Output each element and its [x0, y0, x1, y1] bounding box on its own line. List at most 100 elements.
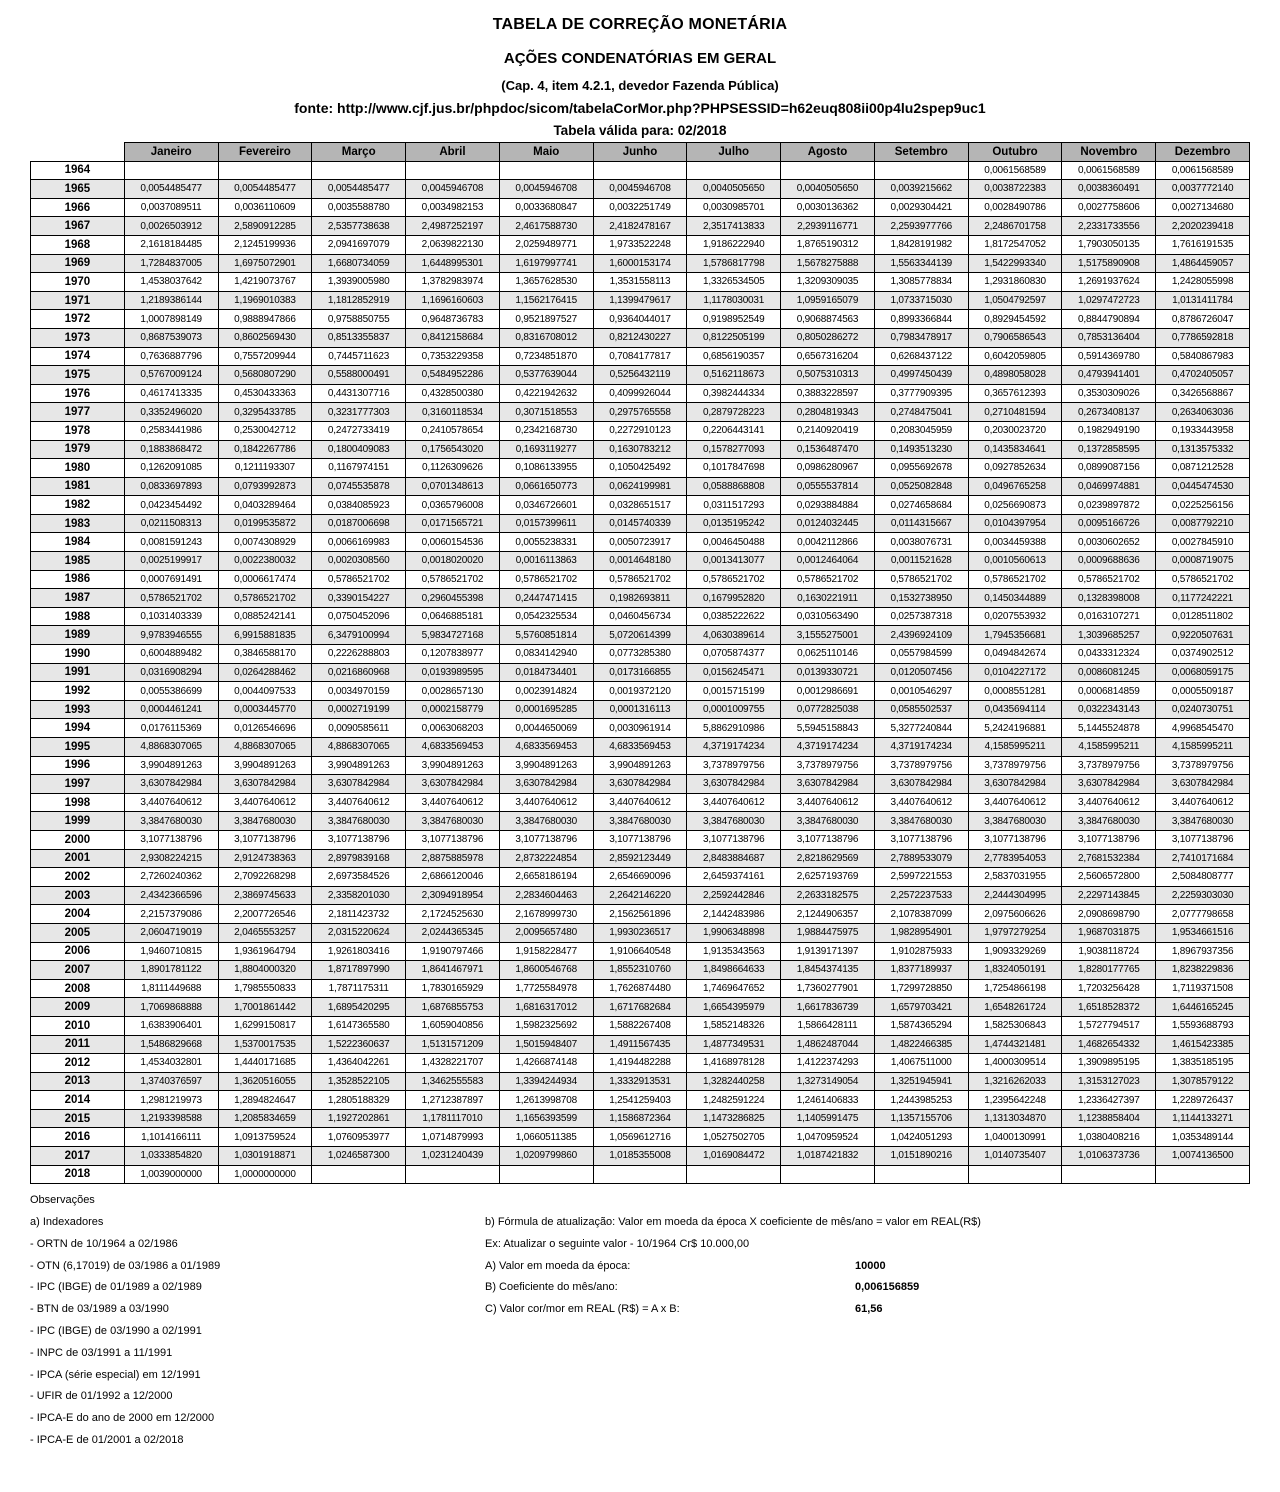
value-cell: 0,2975765558 [592, 402, 688, 422]
value-cell: 0,1207838977 [405, 644, 500, 664]
value-cell: 0,2206443141 [686, 420, 782, 441]
value-cell: 0,0030136362 [780, 197, 875, 218]
value-cell [967, 1164, 1063, 1185]
value-cell: 1,0209799860 [498, 1146, 594, 1166]
value-cell: 1,4364042261 [311, 1053, 407, 1073]
value-cell: 1,8377189937 [873, 960, 969, 980]
value-cell: 2,4617588730 [498, 216, 594, 236]
value-cell: 0,0156245471 [686, 662, 782, 683]
value-cell: 0,0494842674 [967, 644, 1063, 664]
value-cell: 0,5786521702 [967, 569, 1063, 590]
value-cell: 2,5890912285 [217, 216, 313, 236]
value-cell: 3,4407640612 [686, 792, 782, 813]
value-cell: 4,0630389614 [686, 625, 782, 646]
value-cell: 0,0555537814 [780, 476, 875, 497]
year-cell: 2010 [30, 1015, 125, 1036]
value-cell: 1,2981219973 [123, 1090, 219, 1110]
value-cell: 0,0176115369 [123, 718, 219, 738]
value-cell: 0,0885242141 [217, 606, 313, 627]
value-cell: 0,5075310313 [780, 365, 875, 385]
year-cell: 1987 [30, 588, 125, 608]
value-cell: 0,3846588170 [217, 644, 313, 664]
value-cell: 2,7092268298 [217, 867, 313, 887]
value-cell: 0,1842267786 [217, 439, 313, 460]
value-cell: 0,1532738950 [873, 588, 969, 608]
value-cell: 1,0714879993 [405, 1127, 500, 1148]
value-cell: 0,0899087156 [1061, 458, 1157, 478]
month-header: Junho [592, 142, 688, 162]
value-cell: 0,5914369780 [1061, 346, 1157, 367]
value-cell: 3,1077138796 [780, 829, 875, 850]
value-cell: 0,5786521702 [1061, 569, 1157, 590]
value-cell: 5,3277240844 [873, 718, 969, 738]
year-cell: 1969 [30, 253, 125, 274]
value-cell: 2,4182478167 [592, 216, 688, 236]
value-cell: 5,5945158843 [780, 718, 875, 738]
value-cell: 1,9102875933 [873, 941, 969, 962]
indexer-item: - IPCA (série especial) em 12/1991 [30, 1368, 201, 1381]
value-cell: 1,3909895195 [1061, 1053, 1157, 1073]
year-cell: 1977 [30, 402, 125, 422]
value-cell: 2,6459374161 [686, 867, 782, 887]
value-cell: 0,1435834641 [967, 439, 1063, 460]
correction-table-body: 1964 0,0061568589 0,0061568589 0,0061568589… [30, 160, 1250, 1185]
year-cell: 2000 [30, 829, 125, 850]
value-cell: 0,0018020020 [405, 551, 500, 571]
value-cell: 1,8901781122 [123, 960, 219, 980]
value-cell: 1,8324050191 [967, 960, 1063, 980]
value-cell: 3,6307842984 [592, 774, 688, 794]
value-cell: 0,0068059175 [1155, 662, 1250, 683]
value-cell: 1,1562176415 [498, 290, 594, 311]
value-cell: 2,0975606626 [967, 904, 1063, 924]
value-cell: 2,1562561896 [592, 904, 688, 924]
value-cell: 0,0955692678 [873, 458, 969, 478]
value-cell: 2,5837031955 [967, 867, 1063, 887]
indexer-item: - IPC (IBGE) de 01/1989 a 02/1989 [30, 1281, 202, 1294]
value-cell: 0,0661650773 [498, 476, 594, 497]
value-cell: 0,2030023720 [967, 420, 1063, 441]
value-cell: 0,0423454492 [123, 495, 219, 515]
year-cell: 1980 [30, 458, 125, 478]
value-cell: 1,4822466385 [873, 1034, 969, 1055]
value-cell: 1,5015948407 [498, 1034, 594, 1055]
value-cell: 1,7903050135 [1061, 234, 1157, 255]
value-cell: 0,0020308560 [311, 551, 407, 571]
value-cell: 1,5593688793 [1155, 1015, 1250, 1036]
value-cell: 1,6000153174 [592, 253, 688, 274]
value-cell: 0,2583441986 [123, 420, 219, 441]
value-cell: 0,7786592818 [1155, 327, 1250, 348]
value-cell: 0,0061568589 [967, 160, 1063, 181]
value-cell: 0,0010546297 [873, 681, 969, 701]
value-cell: 1,6680734059 [311, 253, 407, 274]
value-cell: 0,2879728223 [686, 402, 782, 422]
value-cell: 2,9124738363 [217, 848, 313, 869]
calc-value: 0,006156859 [855, 1281, 920, 1294]
month-header-row: Janeiro Fevereiro Março Abril Maio Junho Julho… [30, 142, 1250, 162]
calc-label: C) Valor cor/mor em REAL (R$) = A x B: [485, 1303, 680, 1316]
value-cell: 2,2572237533 [873, 885, 969, 906]
table-row: 1972 1,0007898149 0,9888947866 0,9758850755… [30, 309, 1250, 329]
value-cell: 0,7445711623 [311, 346, 407, 367]
value-cell: 1,3085778834 [873, 272, 969, 292]
value-cell: 0,5840867983 [1155, 346, 1250, 367]
value-cell: 1,3620516055 [217, 1071, 313, 1092]
value-cell: 1,6059040856 [405, 1015, 500, 1036]
value-cell: 1,5852148326 [686, 1015, 782, 1036]
value-cell: 0,2472733419 [311, 420, 407, 441]
value-cell: 1,6579703421 [873, 997, 969, 1017]
value-cell: 1,0039000000 [123, 1164, 219, 1185]
value-cell: 3,6307842984 [405, 774, 500, 794]
value-cell: 0,0027845910 [1155, 532, 1250, 553]
value-cell: 1,0660511385 [498, 1127, 594, 1148]
value-cell: 0,5767009124 [123, 365, 219, 385]
value-cell: 0,0028657130 [405, 681, 500, 701]
value-cell: 0,8412158684 [405, 327, 500, 348]
value-cell: 1,7725584978 [498, 978, 594, 999]
value-cell: 2,2593977766 [873, 216, 969, 236]
value-cell: 0,5786521702 [780, 569, 875, 590]
value-cell: 0,0037089511 [123, 197, 219, 218]
value-cell: 2,8218629569 [780, 848, 875, 869]
year-cell: 2015 [30, 1108, 125, 1129]
calc-row: A) Valor em moeda da época: 10000 [485, 1256, 1275, 1278]
table-row: 1994 0,0176115369 0,0126546696 0,0090585611… [30, 718, 1250, 738]
